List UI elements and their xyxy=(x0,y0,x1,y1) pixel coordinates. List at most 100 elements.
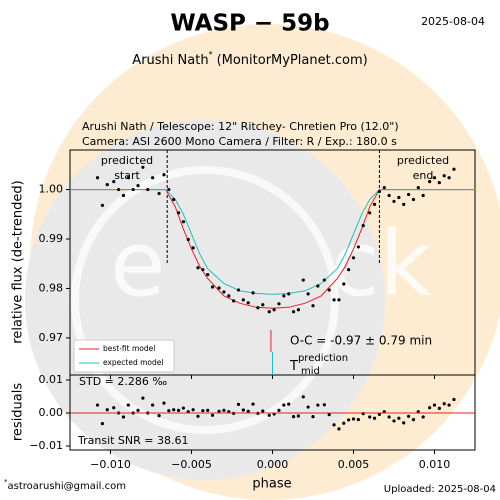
model-line xyxy=(70,189,475,309)
residual-point xyxy=(210,413,215,417)
residual-point xyxy=(186,410,190,414)
residual-point xyxy=(141,396,145,400)
residual-point xyxy=(337,427,341,431)
residual-point xyxy=(347,418,351,422)
residual-point xyxy=(368,415,372,419)
residual-point xyxy=(196,414,200,418)
data-point xyxy=(236,288,241,292)
data-point xyxy=(272,308,276,312)
data-point xyxy=(342,282,346,286)
data-point xyxy=(246,301,250,305)
y-tick-label: 0.01 xyxy=(39,373,64,386)
data-point xyxy=(191,246,195,250)
data-point xyxy=(121,193,126,198)
tmid-sup: prediction xyxy=(298,353,348,364)
residual-point xyxy=(397,416,401,420)
svg-text:e: e xyxy=(110,212,165,317)
residual-point xyxy=(442,402,446,406)
data-point xyxy=(432,176,437,180)
residual-point xyxy=(411,418,416,422)
y-tick-label: 0.98 xyxy=(39,281,64,294)
data-point xyxy=(361,224,365,228)
x-tick-label: 0.010 xyxy=(419,458,451,471)
data-point xyxy=(256,306,260,310)
annotation: predicted xyxy=(101,154,153,167)
data-point xyxy=(151,176,155,180)
residual-point xyxy=(291,415,296,419)
residual-point xyxy=(392,419,396,423)
residual-point xyxy=(306,405,310,409)
data-point xyxy=(126,176,130,180)
y-tick-label: 1.00 xyxy=(39,183,64,196)
residual-point xyxy=(316,403,320,407)
data-point xyxy=(282,294,286,298)
residual-point xyxy=(452,397,456,402)
residual-point xyxy=(377,412,382,416)
data-point xyxy=(112,180,116,184)
legend-box xyxy=(73,339,175,373)
footer-mark: * xyxy=(4,478,8,486)
residual-point xyxy=(217,409,221,413)
annotation: predicted xyxy=(397,154,449,167)
data-point xyxy=(267,310,271,314)
data-point xyxy=(416,185,420,190)
data-point xyxy=(287,292,291,296)
residual-point xyxy=(151,403,155,407)
data-point xyxy=(261,303,265,307)
data-point xyxy=(217,286,221,290)
data-point xyxy=(296,308,301,312)
data-point xyxy=(95,176,100,180)
data-point xyxy=(421,193,425,198)
residual-point xyxy=(100,421,104,426)
data-point xyxy=(311,304,315,308)
residual-point xyxy=(176,408,181,412)
residual-point xyxy=(95,403,100,407)
data-point xyxy=(196,266,200,270)
annotation: end xyxy=(413,169,434,182)
legend-label: best-fit model xyxy=(103,344,155,353)
footer-email: *astroarushi@gmail.com xyxy=(4,478,126,492)
residual-point xyxy=(167,409,171,413)
data-point xyxy=(136,184,140,188)
std-annotation: STD = 2.286 ‰ xyxy=(79,375,167,388)
data-point xyxy=(437,181,441,185)
author: Arushi Nath xyxy=(132,53,208,68)
data-point xyxy=(372,202,377,206)
data-point xyxy=(117,187,121,192)
residual-point xyxy=(267,413,271,417)
email: astroarushi@gmail.com xyxy=(8,481,126,492)
data-point xyxy=(327,288,331,292)
y-tick-label: 0.97 xyxy=(39,331,64,344)
data-point xyxy=(368,211,372,215)
residual-point xyxy=(421,415,425,419)
data-point xyxy=(232,299,236,303)
data-point xyxy=(181,220,185,224)
data-point xyxy=(201,268,205,272)
residual-point xyxy=(181,406,185,410)
residual-point xyxy=(416,410,420,414)
residual-point xyxy=(201,409,205,413)
subtitle: Arushi Nath / Telescope: 12" Ritchey- Ch… xyxy=(82,120,399,133)
residual-point xyxy=(105,408,109,412)
author-line: Arushi Nath* (MonitorMyPlanet.com) xyxy=(132,50,367,68)
x-tick-label: −0.005 xyxy=(171,458,212,471)
data-point xyxy=(447,176,451,180)
annotation: start xyxy=(114,169,140,182)
data-point xyxy=(157,191,161,196)
residual-point xyxy=(172,408,176,412)
residual-point xyxy=(311,415,315,419)
data-point xyxy=(392,199,396,204)
data-point xyxy=(347,268,351,272)
data-point xyxy=(402,202,406,206)
data-point xyxy=(172,197,176,202)
data-point xyxy=(452,167,456,171)
data-point xyxy=(100,203,104,207)
residual-point xyxy=(112,406,116,410)
x-tick-label: 0.005 xyxy=(338,458,370,471)
residual-point xyxy=(406,414,411,418)
data-point xyxy=(141,165,145,169)
y-tick-label: −0.01 xyxy=(29,439,63,452)
data-point xyxy=(322,278,326,282)
residual-point xyxy=(402,421,406,425)
